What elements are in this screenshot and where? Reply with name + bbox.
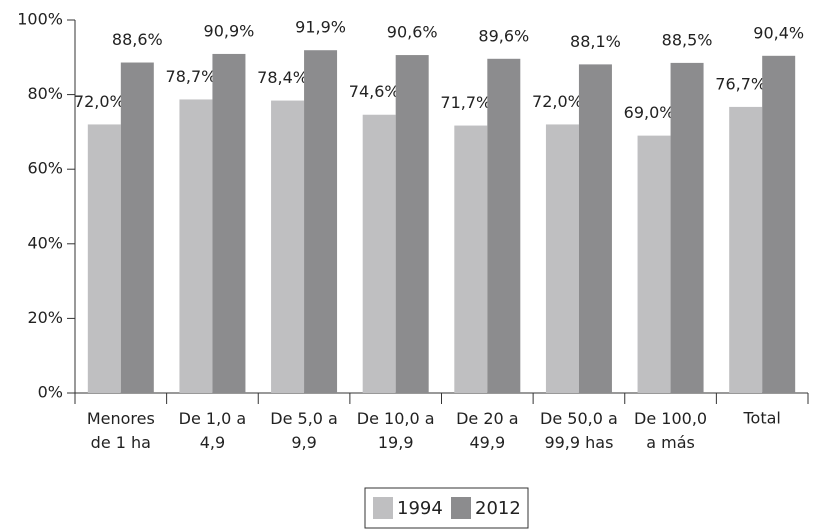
- bar: [729, 106, 763, 393]
- bar: [179, 99, 213, 393]
- y-tick-label: 40%: [27, 233, 63, 252]
- value-label: 72,0%: [74, 92, 125, 111]
- bar: [487, 58, 521, 394]
- bar: [271, 100, 305, 394]
- y-tick-label: 80%: [27, 84, 63, 103]
- value-label: 78,4%: [257, 68, 308, 87]
- bar: [362, 114, 396, 393]
- value-label: 91,9%: [295, 18, 346, 37]
- value-label: 88,1%: [570, 32, 621, 51]
- y-tick-label: 20%: [27, 308, 63, 327]
- bar: [395, 55, 429, 393]
- value-label: 89,6%: [478, 26, 529, 45]
- y-tick-label: 0%: [38, 383, 63, 402]
- value-label: 72,0%: [532, 92, 583, 111]
- value-label: 69,0%: [624, 103, 675, 122]
- x-tick-label: Total: [743, 409, 781, 428]
- value-label: 90,4%: [753, 23, 804, 42]
- x-tick-label: De 100,0 a más: [634, 409, 707, 452]
- value-label: 76,7%: [715, 74, 766, 93]
- legend-label: 1994: [397, 498, 443, 519]
- x-tick-label: De 20 a 49,9: [456, 409, 519, 452]
- bar: [670, 62, 704, 394]
- x-tick-label: De 1,0 a 4,9: [179, 409, 247, 452]
- y-tick-label: 60%: [27, 159, 63, 178]
- value-label: 88,5%: [662, 30, 713, 49]
- x-tick-label: De 10,0 a 19,9: [357, 409, 435, 452]
- value-label: 90,6%: [387, 23, 438, 42]
- bar: [454, 125, 488, 394]
- legend-swatch: [451, 497, 471, 519]
- value-label: 90,9%: [204, 21, 255, 40]
- bar: [637, 135, 671, 393]
- value-label: 71,7%: [440, 93, 491, 112]
- x-tick-label: De 5,0 a 9,9: [270, 409, 338, 452]
- value-label: 74,6%: [349, 82, 400, 101]
- value-label: 78,7%: [166, 67, 217, 86]
- bar: [87, 124, 121, 393]
- x-tick-label: Menores de 1 ha: [87, 409, 155, 452]
- x-tick-label: De 50,0 a 99,9 has: [540, 409, 618, 452]
- bar: [578, 64, 612, 394]
- bar: [212, 53, 246, 394]
- bar: [120, 62, 154, 393]
- value-label: 88,6%: [112, 30, 163, 49]
- legend-box: [364, 487, 529, 529]
- y-tick-label: 100%: [17, 10, 63, 29]
- bar: [545, 124, 579, 393]
- legend-label: 2012: [475, 498, 521, 519]
- bar: [304, 50, 338, 393]
- legend-swatch: [373, 497, 393, 519]
- bar: [762, 55, 796, 394]
